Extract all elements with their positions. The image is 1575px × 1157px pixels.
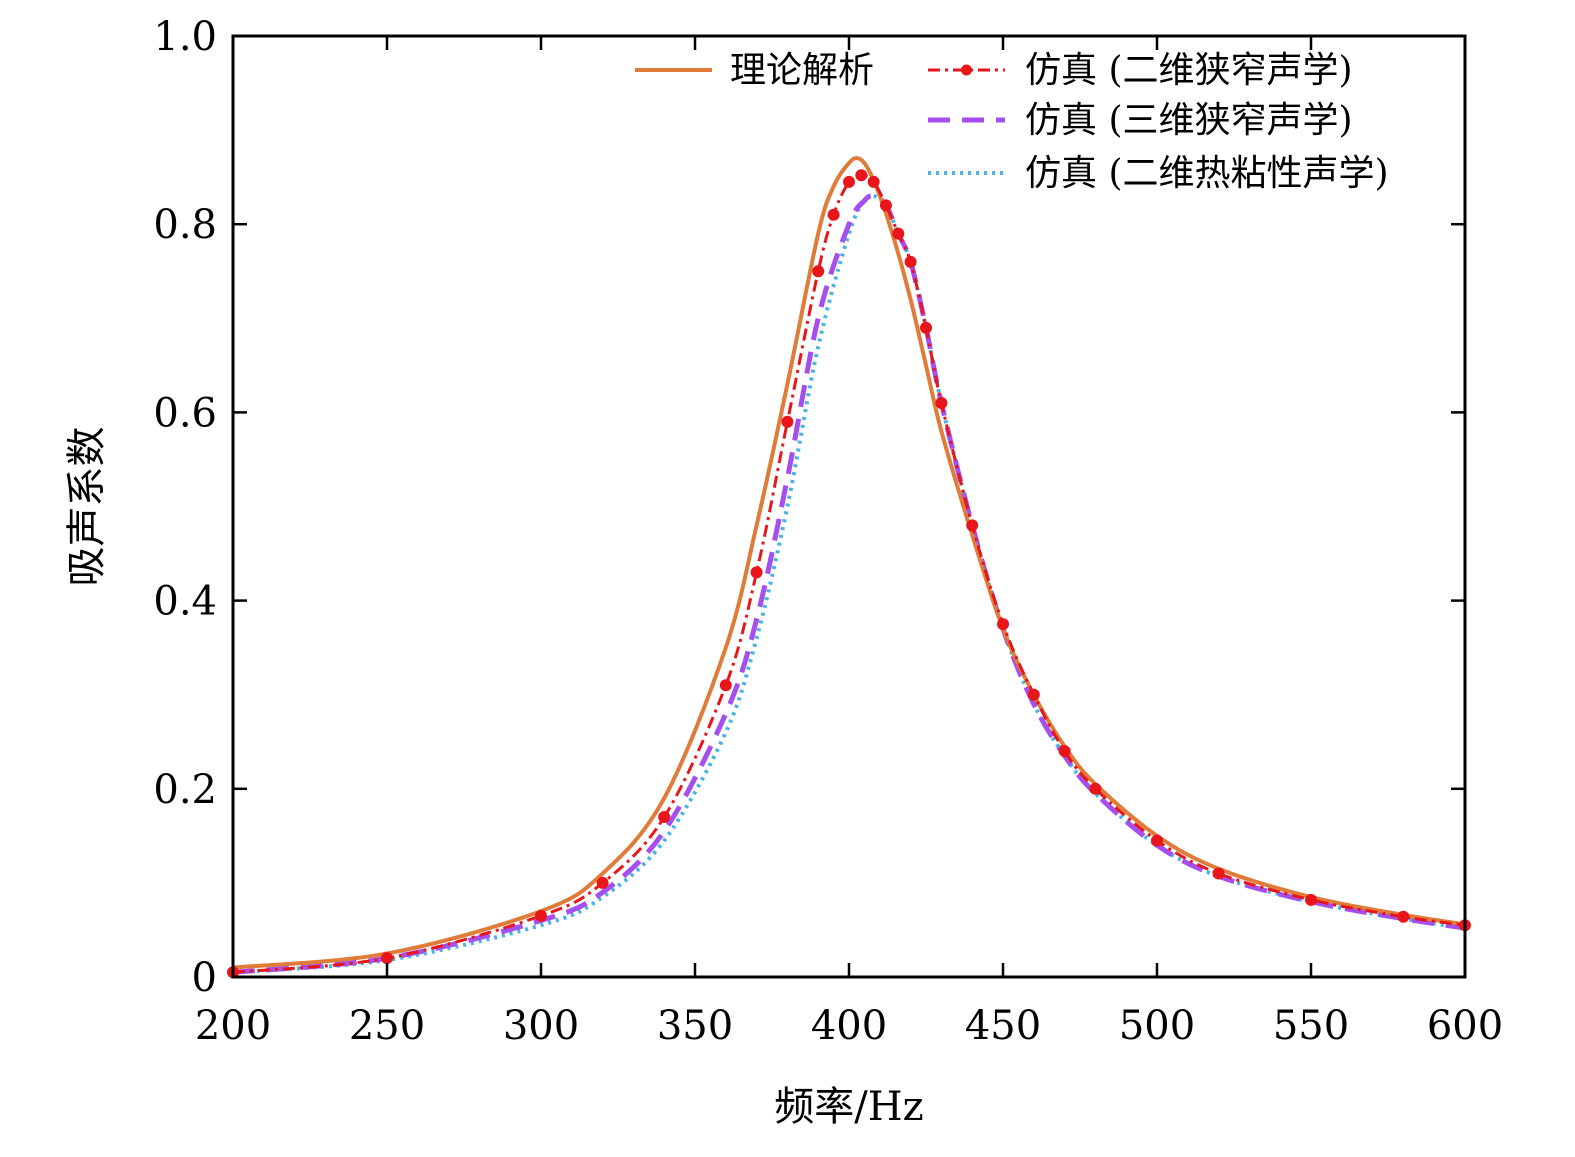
series-2-marker	[843, 175, 855, 188]
series-2-marker	[904, 255, 917, 268]
series-2-marker	[1058, 745, 1071, 758]
series-2-marker	[879, 199, 892, 212]
y-axis-title: 吸声系数	[64, 427, 110, 587]
x-tick-label: 400	[811, 1003, 887, 1049]
legend-entry: 仿真 (二维狭窄声学)	[928, 50, 1353, 91]
series-4-group	[232, 193, 1466, 975]
x-tick-label: 550	[1273, 1003, 1349, 1049]
series-3-group	[232, 193, 1466, 975]
series-2-marker	[892, 227, 905, 240]
series-4-line	[232, 193, 1466, 975]
legend: 理论解析 仿真 (二维狭窄声学) 仿真 (三维狭窄声学) 仿真 (二维热粘性声学)	[635, 50, 1389, 194]
y-tick-label: 0.8	[153, 202, 217, 248]
legend-entry: 仿真 (三维狭窄声学)	[928, 100, 1353, 141]
series-2-marker	[596, 876, 609, 889]
x-tick-label: 450	[965, 1003, 1041, 1049]
legend-label: 仿真 (二维狭窄声学)	[1025, 50, 1353, 91]
x-tick-label: 250	[349, 1003, 425, 1049]
series-2-marker	[381, 952, 393, 965]
legend-marker	[961, 64, 972, 76]
series-2-marker	[997, 618, 1009, 631]
series-2-marker	[719, 679, 732, 692]
series-2-marker	[750, 566, 763, 579]
tick-layer: 200 250 300 350 400 450 500 550 600 0 0.2 0.4 0.6 0.8…	[153, 14, 1503, 1049]
series-2-marker	[1027, 688, 1040, 701]
legend-label: 仿真 (三维狭窄声学)	[1025, 100, 1353, 141]
series-1-group	[232, 156, 1466, 970]
series-2-marker	[781, 415, 794, 428]
x-tick-label: 300	[503, 1003, 579, 1049]
series-2-marker	[1397, 910, 1410, 923]
series-2-marker	[1305, 893, 1317, 906]
y-tick-label: 0.4	[153, 579, 217, 625]
series-2-line	[232, 173, 1466, 974]
series-2-marker	[855, 169, 868, 182]
series-layer	[227, 156, 1471, 979]
legend-label: 仿真 (二维热粘性声学)	[1025, 153, 1389, 194]
series-3-line	[232, 193, 1466, 975]
series-2-marker	[867, 175, 880, 188]
series-2-marker	[935, 396, 948, 409]
series-2-marker	[535, 909, 547, 922]
series-2-marker	[1089, 782, 1102, 795]
y-tick-label: 0.6	[153, 390, 217, 436]
x-tick-label: 350	[657, 1003, 733, 1049]
series-2-marker	[966, 519, 979, 532]
legend-label: 理论解析	[730, 50, 874, 91]
series-2-marker	[1212, 867, 1225, 880]
y-tick-label: 0.2	[153, 767, 217, 813]
series-2-marker	[827, 208, 840, 221]
series-2-marker	[920, 321, 932, 334]
series-2-marker	[812, 265, 825, 278]
series-1-line	[232, 156, 1466, 970]
series-2-group	[227, 169, 1471, 979]
x-tick-label: 200	[195, 1003, 271, 1049]
y-tick-label: 0	[192, 955, 217, 1001]
series-2-marker	[1151, 834, 1163, 847]
x-tick-label: 600	[1427, 1003, 1503, 1049]
series-2-marker	[658, 811, 671, 824]
x-axis-title: 频率/Hz	[774, 1084, 923, 1130]
legend-entry: 理论解析	[635, 50, 874, 91]
x-tick-label: 500	[1119, 1003, 1195, 1049]
y-tick-label: 1.0	[153, 14, 217, 60]
legend-entry: 仿真 (二维热粘性声学)	[928, 153, 1389, 194]
